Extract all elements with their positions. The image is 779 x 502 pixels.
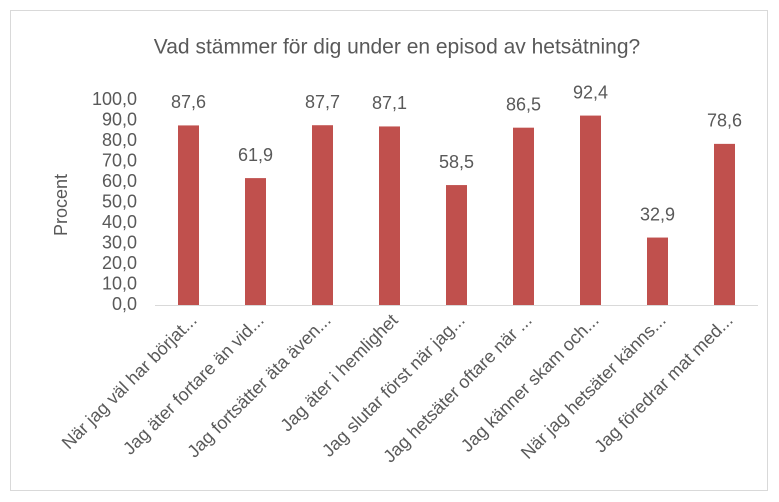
data-label: 87,7 (305, 92, 340, 112)
bar (446, 185, 467, 305)
data-label: 61,9 (238, 145, 273, 165)
y-tick-label: 0,0 (112, 294, 137, 314)
bar (379, 126, 400, 305)
data-label: 86,5 (506, 94, 541, 114)
bar (647, 237, 668, 305)
y-tick-label: 90,0 (102, 109, 137, 129)
bar (178, 125, 199, 305)
y-tick-label: 70,0 (102, 150, 137, 170)
bar (312, 125, 333, 305)
bar (245, 178, 266, 305)
y-tick-label: 20,0 (102, 253, 137, 273)
data-label: 92,4 (573, 82, 608, 102)
bar (513, 127, 534, 305)
y-tick-label: 50,0 (102, 191, 137, 211)
data-label: 58,5 (439, 152, 474, 172)
data-label: 87,1 (372, 93, 407, 113)
y-tick-label: 80,0 (102, 130, 137, 150)
y-tick-label: 10,0 (102, 273, 137, 293)
bar (580, 115, 601, 305)
y-tick-label: 60,0 (102, 171, 137, 191)
data-label: 78,6 (707, 111, 742, 131)
y-axis-label: Procent (51, 174, 71, 236)
y-tick-label: 40,0 (102, 212, 137, 232)
bar (714, 143, 735, 305)
data-label: 87,6 (171, 92, 206, 112)
y-tick-label: 100,0 (92, 89, 137, 109)
data-label: 32,9 (640, 204, 675, 224)
y-tick-label: 30,0 (102, 232, 137, 252)
chart-title: Vad stämmer för dig under en episod av h… (154, 36, 640, 59)
